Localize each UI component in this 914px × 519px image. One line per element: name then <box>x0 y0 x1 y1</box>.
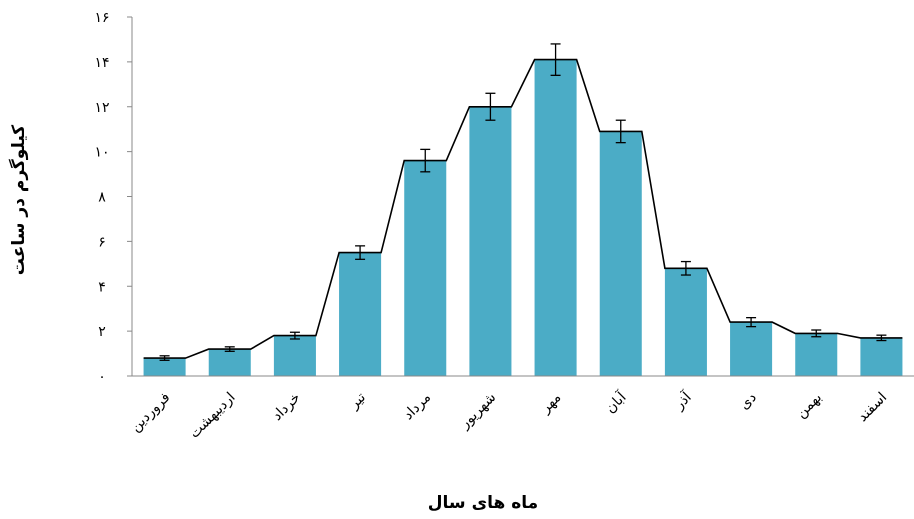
bar <box>795 333 838 376</box>
x-tick-label: خرداد <box>269 390 303 424</box>
x-tick-label: مرداد <box>400 390 434 424</box>
y-tick-label: ۲ <box>98 324 106 340</box>
bar <box>860 337 903 376</box>
y-tick-label: ۶ <box>98 234 106 250</box>
x-tick-label: تیر <box>346 389 369 412</box>
series-line <box>143 58 903 359</box>
bar <box>273 335 316 376</box>
x-tick-label: آبان <box>602 388 631 417</box>
x-tick-label: آذر <box>670 388 695 413</box>
x-tick-label: اسفند <box>855 390 891 426</box>
bar <box>208 349 251 376</box>
x-tick-label: شهریور <box>456 390 499 433</box>
y-axis-title: کیلوگرم در ساعت <box>8 125 29 276</box>
bar <box>339 252 382 376</box>
y-tick-label: ۰ <box>98 369 106 385</box>
bar <box>404 160 447 376</box>
x-tick-label: اردیبهشت <box>186 390 238 442</box>
x-tick-label: فروردین <box>128 390 174 436</box>
bar <box>143 358 186 376</box>
x-tick-label: دی <box>736 390 759 413</box>
bar <box>730 322 773 376</box>
y-tick-label: ۱۴ <box>94 55 109 71</box>
y-tick-label: ۱۰ <box>94 145 109 161</box>
bar <box>599 131 642 376</box>
y-tick-label: ۱۶ <box>94 10 109 26</box>
x-tick-label: مهر <box>537 390 564 417</box>
y-tick-label: ۱۲ <box>94 100 109 116</box>
y-tick-label: ۴ <box>98 279 106 295</box>
plot-area: ۰ ۲ ۴ ۶ ۸ ۱۰ ۱۲ ۱۴ ۱۶ فروردین اردیبهشت خرداد تیر مردا… <box>94 10 914 442</box>
bar <box>469 106 512 376</box>
bar <box>534 59 577 376</box>
x-axis-title: ماه های سال <box>428 493 538 513</box>
x-tick-label: بهمن <box>793 390 825 422</box>
y-tick-label: ۸ <box>98 190 106 206</box>
bar <box>664 268 707 376</box>
